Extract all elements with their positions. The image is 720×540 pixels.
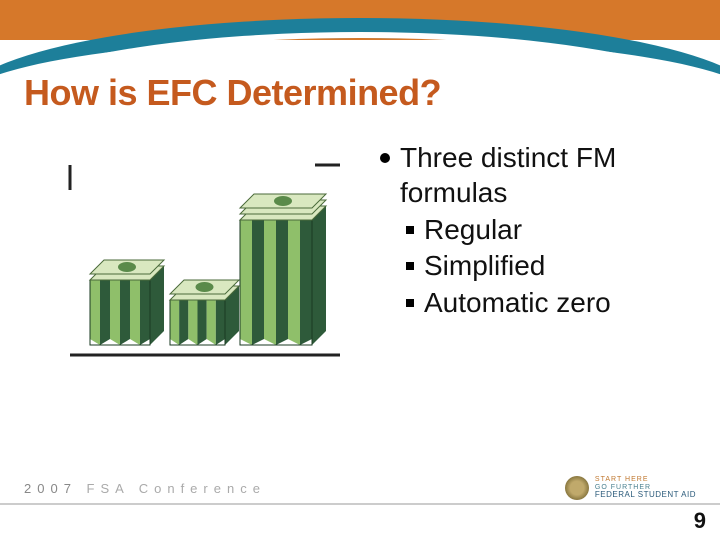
sub-bullet-text: Regular bbox=[424, 212, 522, 248]
sub-bullet: Simplified bbox=[406, 248, 710, 284]
sub-bullet-list: Regular Simplified Automatic zero bbox=[406, 212, 710, 321]
content-area: Three distinct FM formulas Regular Simpl… bbox=[380, 140, 710, 321]
footer-logo-text: START HERE GO FURTHER FEDERAL STUDENT AI… bbox=[595, 476, 696, 500]
footer-label: FSA Conference bbox=[87, 481, 266, 496]
sub-bullet-text: Simplified bbox=[424, 248, 545, 284]
bullet-main: Three distinct FM formulas bbox=[380, 140, 710, 210]
logo-line3: FEDERAL STUDENT AID bbox=[595, 491, 696, 500]
bullet-square-icon bbox=[406, 262, 414, 270]
slide-title: How is EFC Determined? bbox=[24, 72, 441, 114]
seal-icon bbox=[565, 476, 589, 500]
footer-year: 2007 bbox=[24, 481, 77, 496]
bullet-square-icon bbox=[406, 226, 414, 234]
sub-bullet-text: Automatic zero bbox=[424, 285, 611, 321]
logo-line1: START HERE bbox=[595, 476, 696, 484]
footer-logo: START HERE GO FURTHER FEDERAL STUDENT AI… bbox=[565, 476, 696, 500]
bullet-main-text: Three distinct FM formulas bbox=[400, 140, 710, 210]
footer-conference-text: 2007 FSA Conference bbox=[24, 481, 266, 496]
sub-bullet: Automatic zero bbox=[406, 285, 710, 321]
bullet-dot-icon bbox=[380, 153, 390, 163]
bullet-square-icon bbox=[406, 299, 414, 307]
sub-bullet: Regular bbox=[406, 212, 710, 248]
slide: How is EFC Determined? Three distinct FM… bbox=[0, 0, 720, 540]
money-stacks-clipart bbox=[60, 160, 350, 390]
footer-divider bbox=[0, 503, 720, 505]
page-number: 9 bbox=[694, 508, 706, 534]
